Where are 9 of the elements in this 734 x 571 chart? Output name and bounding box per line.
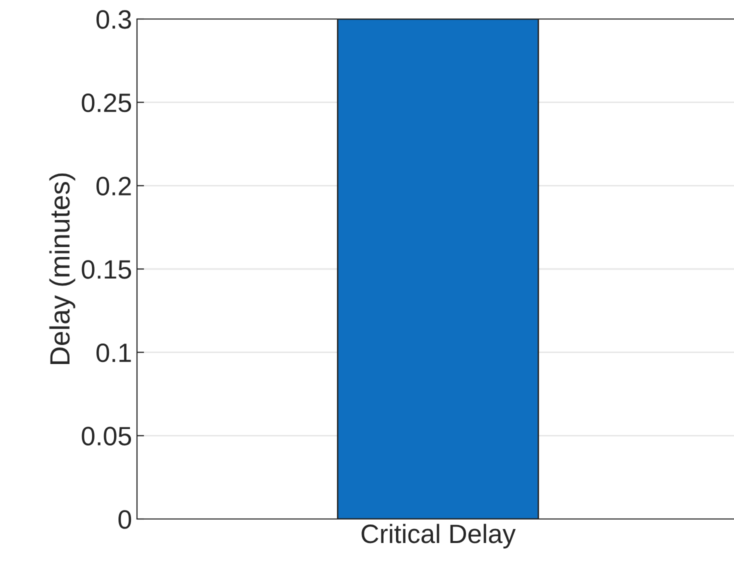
y-tick-label: 0.05 xyxy=(82,426,132,446)
y-tick-label: 0 xyxy=(118,510,132,529)
y-tick-label: 0.1 xyxy=(96,343,131,362)
y-tick-label: 0.15 xyxy=(82,260,132,279)
y-tick-label: 0.25 xyxy=(82,93,132,112)
y-tick-label: 0.2 xyxy=(96,176,131,196)
x-tick-label: Critical Delay xyxy=(362,524,516,548)
y-tick-label: 0.3 xyxy=(96,10,131,29)
y-axis-title: Delay (minutes) xyxy=(49,173,76,364)
